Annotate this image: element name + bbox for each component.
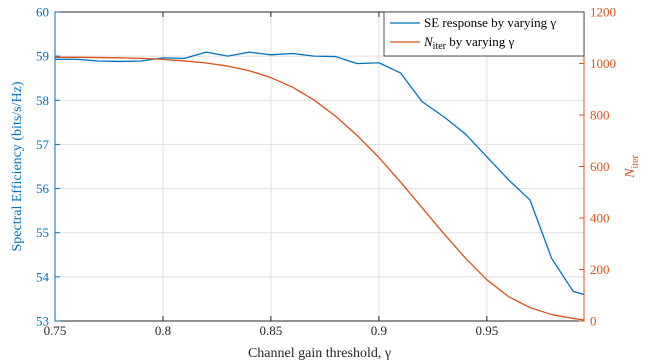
y-right-tick-label: 600 — [590, 159, 610, 174]
y-axis-right-label-sub: iter — [630, 154, 641, 168]
y-right-tick-label: 1000 — [590, 56, 616, 71]
y-left-tick-label: 57 — [36, 137, 50, 152]
legend-box — [383, 11, 585, 57]
legend-label-se: SE response by varying γ — [424, 15, 556, 30]
series-line-se — [55, 51, 585, 296]
y-left-tick-label: 55 — [36, 225, 49, 240]
y-left-tick-label: 59 — [36, 49, 49, 64]
y-axis-right-label-main: N — [623, 168, 638, 179]
x-tick-label: 0.8 — [155, 323, 171, 338]
y-right-tick-label: 400 — [590, 211, 610, 226]
x-tick-label: 0.75 — [44, 323, 67, 338]
legend-label-niter: Niter by varying γ — [423, 34, 514, 52]
legend: SE response by varying γ Niter by varyin… — [383, 11, 585, 57]
tick-labels: 0.75 0.8 0.85 0.9 0.955354555657585960020040… — [36, 5, 616, 339]
y-left-tick-label: 58 — [36, 93, 49, 108]
series-line-niter — [55, 56, 585, 321]
y-right-tick-label: 200 — [590, 262, 610, 277]
y-right-tick-label: 800 — [590, 108, 610, 123]
y-left-tick-label: 60 — [36, 5, 49, 20]
y-right-tick-label: 1200 — [590, 5, 616, 20]
y-left-tick-label: 54 — [36, 269, 50, 284]
y-axis-right-label: Niter — [623, 154, 641, 178]
legend-niter-sub: iter — [433, 41, 447, 52]
x-tick-label: 0.95 — [475, 323, 498, 338]
x-tick-label: 0.85 — [260, 323, 283, 338]
y-right-tick-label: 0 — [590, 314, 597, 329]
y-left-tick-label: 56 — [36, 181, 50, 196]
legend-niter-main: N — [423, 34, 434, 49]
x-tick-label: 0.9 — [371, 323, 387, 338]
x-axis-label: Channel gain threshold, γ — [248, 346, 391, 361]
y-left-tick-label: 53 — [36, 314, 49, 329]
series-lines — [55, 51, 585, 321]
y-axis-left-label: Spectral Efficiency (bits/s/Hz) — [10, 81, 25, 251]
legend-niter-rest: by varying γ — [446, 34, 514, 49]
